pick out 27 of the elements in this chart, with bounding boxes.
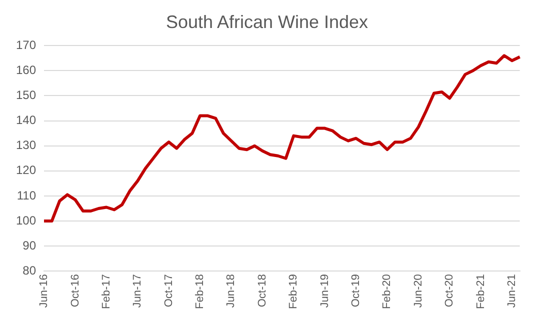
y-tick-label: 170	[16, 38, 36, 52]
y-tick-label: 160	[16, 62, 36, 77]
y-tick-label: 100	[16, 213, 36, 228]
x-tick-label: Feb-18	[194, 274, 206, 310]
chart-title: South African Wine Index	[166, 12, 368, 32]
x-tick-label: Oct-17	[162, 274, 175, 308]
x-tick-label: Oct-18	[256, 274, 268, 308]
y-tick-label: 130	[16, 138, 36, 152]
x-tick-label: Jun-16	[38, 274, 50, 308]
y-tick-label: 140	[16, 113, 36, 128]
y-tick-label: 80	[22, 263, 36, 278]
y-tick-label: 110	[16, 188, 36, 202]
x-tick-label: Jun-18	[225, 274, 238, 308]
x-tick-label: Oct-19	[350, 274, 362, 308]
x-tick-label: Feb-17	[100, 274, 112, 310]
x-tick-label: Feb-19	[288, 274, 300, 310]
y-tick-label: 150	[16, 88, 36, 102]
x-tick-label: Oct-20	[444, 274, 456, 308]
x-tick-label: Oct-16	[69, 274, 82, 308]
y-tick-label: 90	[22, 238, 36, 252]
x-tick-label: Feb-21	[474, 274, 487, 310]
x-tick-label: Jun-19	[318, 274, 331, 308]
x-tick-label: Jun-21	[506, 274, 518, 308]
y-tick-label: 120	[16, 163, 36, 178]
x-tick-label: Jun-20	[412, 274, 424, 308]
x-tick-label: Feb-20	[381, 274, 394, 310]
x-tick-label: Jun-17	[132, 274, 144, 308]
